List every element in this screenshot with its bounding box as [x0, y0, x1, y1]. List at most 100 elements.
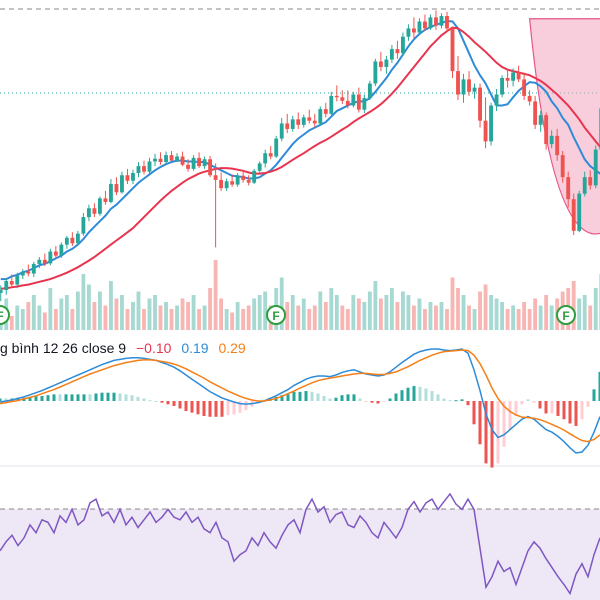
candle — [560, 150, 565, 183]
candle — [75, 230, 80, 246]
candle-body — [555, 135, 560, 156]
candle-body — [362, 98, 367, 110]
volume-bar — [395, 302, 400, 330]
macd-histogram-bar — [310, 391, 314, 401]
candle-body — [230, 181, 235, 185]
macd-histogram-bar — [130, 395, 134, 401]
candle — [81, 212, 86, 236]
macd-histogram-bar — [214, 401, 218, 417]
volume-bar — [500, 302, 505, 330]
candle-body — [505, 77, 510, 81]
candle — [456, 55, 460, 101]
macd-histogram-bar — [16, 397, 20, 401]
candle — [175, 153, 179, 163]
candle — [301, 114, 306, 128]
candle — [252, 168, 257, 185]
event-marker-label: F — [562, 309, 569, 323]
volume-bar — [75, 291, 80, 330]
candle-body — [461, 79, 466, 95]
candle — [31, 261, 36, 278]
candle-body — [109, 184, 113, 202]
volume-bar — [109, 281, 113, 330]
candle-body — [97, 198, 102, 214]
candle-body — [511, 72, 516, 81]
macd-histogram-bar — [112, 392, 116, 401]
candle-body — [494, 94, 499, 106]
candle — [511, 68, 516, 87]
candle-body — [445, 16, 449, 29]
volume-bar — [235, 302, 240, 330]
volume-bar — [136, 291, 141, 330]
volume-bar — [64, 295, 69, 330]
candle-body — [516, 72, 521, 80]
volume-bar — [97, 291, 102, 330]
candle — [246, 175, 251, 186]
candle — [208, 155, 213, 178]
volume-bar — [180, 298, 185, 330]
candle-body — [549, 135, 554, 145]
volume-bar — [48, 288, 53, 330]
candle-body — [86, 208, 91, 218]
candle — [285, 113, 290, 134]
volume-bar — [329, 288, 334, 330]
candle — [406, 24, 411, 41]
candle — [15, 272, 20, 289]
candle-body — [224, 181, 229, 189]
candle-body — [125, 175, 130, 181]
candle-body — [334, 95, 339, 98]
candle-body — [582, 177, 587, 194]
candle — [230, 174, 235, 187]
candle — [235, 173, 240, 187]
candle — [593, 145, 598, 189]
candle-body — [439, 16, 444, 26]
candle — [472, 83, 477, 99]
candle-body — [31, 263, 36, 274]
candle-body — [9, 281, 14, 285]
candle — [461, 73, 466, 103]
macd-histogram-bar — [226, 401, 230, 416]
candle — [64, 235, 69, 249]
candle-body — [489, 105, 493, 142]
candle-body — [241, 175, 246, 180]
volume-bar — [478, 291, 482, 330]
volume-bar — [175, 305, 179, 330]
macd-histogram-bar — [580, 401, 584, 420]
volume-bar — [169, 309, 174, 330]
volume-bar — [285, 302, 290, 330]
candle-body — [345, 100, 350, 106]
candle-body — [92, 208, 97, 214]
candle — [467, 71, 471, 96]
candle-body — [323, 109, 328, 114]
volume-bar — [345, 309, 350, 330]
candle-body — [279, 123, 284, 139]
macd-histogram-bar — [142, 398, 146, 401]
macd-histogram-bar — [184, 401, 188, 411]
candle — [109, 179, 113, 204]
volume-bar — [114, 298, 119, 330]
macd-histogram-bar — [220, 401, 224, 417]
candle-body — [42, 259, 47, 264]
volume-bar — [9, 316, 14, 330]
candle — [400, 32, 405, 56]
volume-bar — [125, 309, 130, 330]
candle-body — [373, 61, 378, 84]
volume-bar — [131, 302, 135, 330]
candle — [59, 242, 64, 258]
candle — [494, 89, 499, 112]
candle-body — [483, 120, 488, 142]
macd-histogram-bar — [514, 401, 518, 416]
macd-histogram-bar — [406, 387, 410, 401]
candle — [566, 171, 571, 208]
volume-bar — [456, 288, 460, 330]
macd-histogram-bar — [388, 398, 392, 401]
macd-histogram-bar — [190, 401, 194, 413]
volume-bar — [533, 298, 538, 330]
macd-histogram-bar — [418, 386, 422, 401]
volume-bar — [445, 309, 449, 330]
candle — [378, 51, 383, 72]
volume-bar — [412, 305, 416, 330]
macd-histogram-bar — [592, 389, 596, 401]
candle — [290, 115, 295, 132]
macd-histogram-bar — [4, 398, 8, 401]
